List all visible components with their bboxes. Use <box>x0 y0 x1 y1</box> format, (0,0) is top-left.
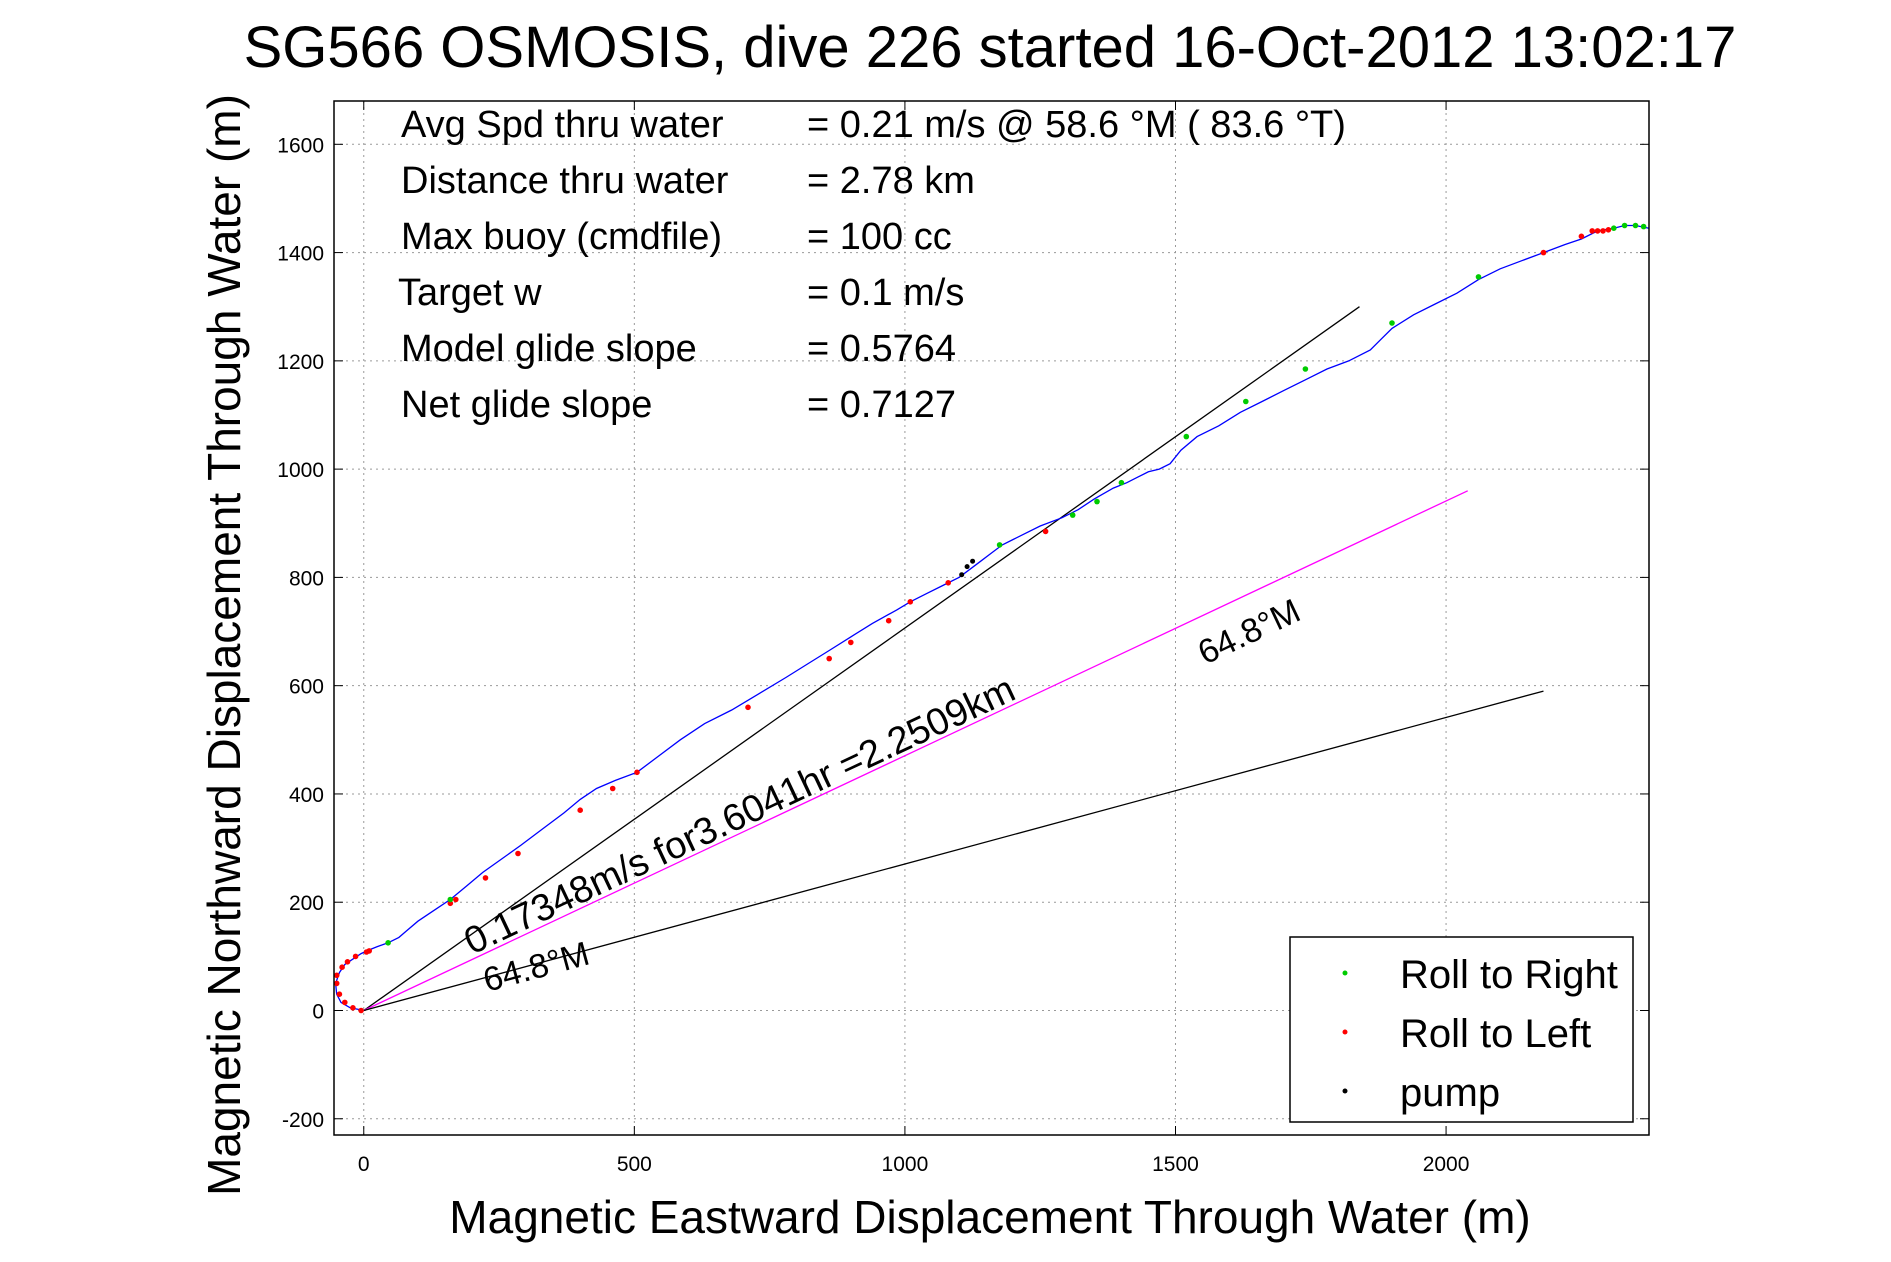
annotation-label: Distance thru water <box>401 160 729 202</box>
annotation-value: = 2.78 km <box>807 160 975 202</box>
reference-line-2 <box>363 490 1468 1012</box>
roll-right-point <box>1118 479 1125 486</box>
roll-left-point <box>577 807 583 813</box>
roll-left-point <box>1540 249 1547 256</box>
roll-left-point <box>482 875 489 881</box>
y-tick-label: -200 <box>282 1109 324 1132</box>
legend-marker-roll-left <box>1342 1029 1348 1035</box>
annotation-value: = 0.7127 <box>807 384 956 426</box>
y-tick-label: 200 <box>289 892 324 915</box>
roll-left-point <box>366 948 373 954</box>
y-tick-labels: -200 0 200 400 600 800 1000 1200 1400 1600 <box>277 134 324 1131</box>
roll-left-point <box>1600 228 1606 234</box>
roll-left-point <box>350 1005 356 1011</box>
roll-left-point <box>342 999 348 1006</box>
legend-box <box>1289 936 1634 1123</box>
roll-left-point <box>336 991 343 997</box>
roll-right-point <box>1640 223 1647 230</box>
annotation-label: Net glide slope <box>401 384 652 426</box>
x-tick-labels: 0 500 1000 1500 2000 <box>358 1153 1470 1176</box>
annotation-value: = 0.21 m/s @ 58.6 °M ( 83.6 °T) <box>807 104 1346 146</box>
roll-left-point <box>1042 528 1049 535</box>
roll-left-point <box>907 599 914 605</box>
y-tick-label: 400 <box>289 784 324 807</box>
y-tick-label: 600 <box>289 676 324 699</box>
roll-right-point <box>1611 225 1617 231</box>
legend-marker-roll-right <box>1342 970 1348 976</box>
roll-left-point <box>745 704 751 711</box>
y-tick-label: 800 <box>289 567 324 590</box>
annotation-label: Target w <box>398 272 542 314</box>
roll-left-point <box>344 959 351 965</box>
x-tick-label: 1500 <box>1152 1153 1199 1176</box>
chart-title: SG566 OSMOSIS, dive 226 started 16-Oct-2… <box>244 15 1737 80</box>
points-layer <box>333 222 1647 1014</box>
roll-left-point <box>339 964 345 970</box>
roll-left-point <box>453 896 459 903</box>
reference-line-3 <box>363 690 1544 1012</box>
x-tick-label: 2000 <box>1423 1153 1470 1176</box>
roll-right-point <box>385 940 391 946</box>
roll-left-point <box>848 639 854 646</box>
annotation-label: Avg Spd thru water <box>401 104 724 146</box>
y-tick-label: 1000 <box>277 459 324 482</box>
roll-right-point <box>447 896 454 903</box>
legend: Roll to Right Roll to Left pump <box>1289 936 1634 1123</box>
y-tick-label: 0 <box>312 1000 324 1023</box>
roll-right-point <box>1475 274 1482 280</box>
annotations: Avg Spd thru water = 0.21 m/s @ 58.6 °M (… <box>398 104 1346 426</box>
trajectory-line <box>334 224 1650 1012</box>
roll-left-point <box>1578 233 1585 240</box>
roll-left-point <box>515 850 521 857</box>
roll-left-point <box>352 953 359 960</box>
x-tick-label: 500 <box>617 1153 652 1176</box>
pump-point <box>959 572 965 578</box>
roll-right-point <box>1094 498 1100 505</box>
x-tick-label: 1000 <box>882 1153 929 1176</box>
legend-label-roll-left: Roll to Left <box>1400 1012 1591 1056</box>
roll-right-point <box>1183 433 1190 440</box>
legend-label-pump: pump <box>1400 1071 1500 1115</box>
roll-right-point <box>1389 320 1395 326</box>
x-axis-label: Magnetic Eastward Displacement Through W… <box>449 1191 1530 1243</box>
roll-left-point <box>1605 227 1612 233</box>
roll-left-point <box>609 785 616 792</box>
reference-lines <box>363 306 1544 1012</box>
roll-right-point <box>1243 398 1249 405</box>
roll-left-point <box>333 972 340 979</box>
roll-left-point <box>333 980 340 987</box>
annotation-value: = 100 cc <box>807 216 952 258</box>
y-axis-label: Magnetic Northward Displacement Through … <box>198 94 250 1196</box>
roll-left-point <box>945 580 951 586</box>
roll-left-point <box>826 655 832 662</box>
annotation-label: Model glide slope <box>401 328 697 370</box>
roll-right-point <box>1069 512 1076 518</box>
roll-right-point <box>1632 222 1639 229</box>
x-tick-label: 0 <box>358 1153 370 1176</box>
reference-line-1 <box>363 306 1360 1012</box>
roll-right-point <box>1621 222 1628 229</box>
roll-left-point <box>885 617 892 624</box>
y-tick-label: 1400 <box>277 243 324 266</box>
roll-left-point <box>358 1007 364 1014</box>
annotation-value: = 0.5764 <box>807 328 956 370</box>
roll-left-point <box>634 769 640 776</box>
annotation-value: = 0.1 m/s <box>807 272 964 314</box>
plot-frame <box>333 100 1650 1136</box>
series-layer <box>334 224 1650 1012</box>
y-tick-label: 1200 <box>277 351 324 374</box>
pump-point <box>970 558 976 564</box>
roll-right-point <box>1302 366 1309 372</box>
roll-left-point <box>1589 228 1595 234</box>
legend-label-roll-right: Roll to Right <box>1400 953 1618 997</box>
grid-lines <box>334 101 1649 1135</box>
y-tick-label: 1600 <box>277 134 324 157</box>
pump-point <box>964 564 970 570</box>
legend-marker-pump <box>1342 1088 1348 1094</box>
roll-right-point <box>996 542 1003 548</box>
roll-left-point <box>1594 228 1601 234</box>
annotation-label: Max buoy (cmdfile) <box>401 216 722 258</box>
